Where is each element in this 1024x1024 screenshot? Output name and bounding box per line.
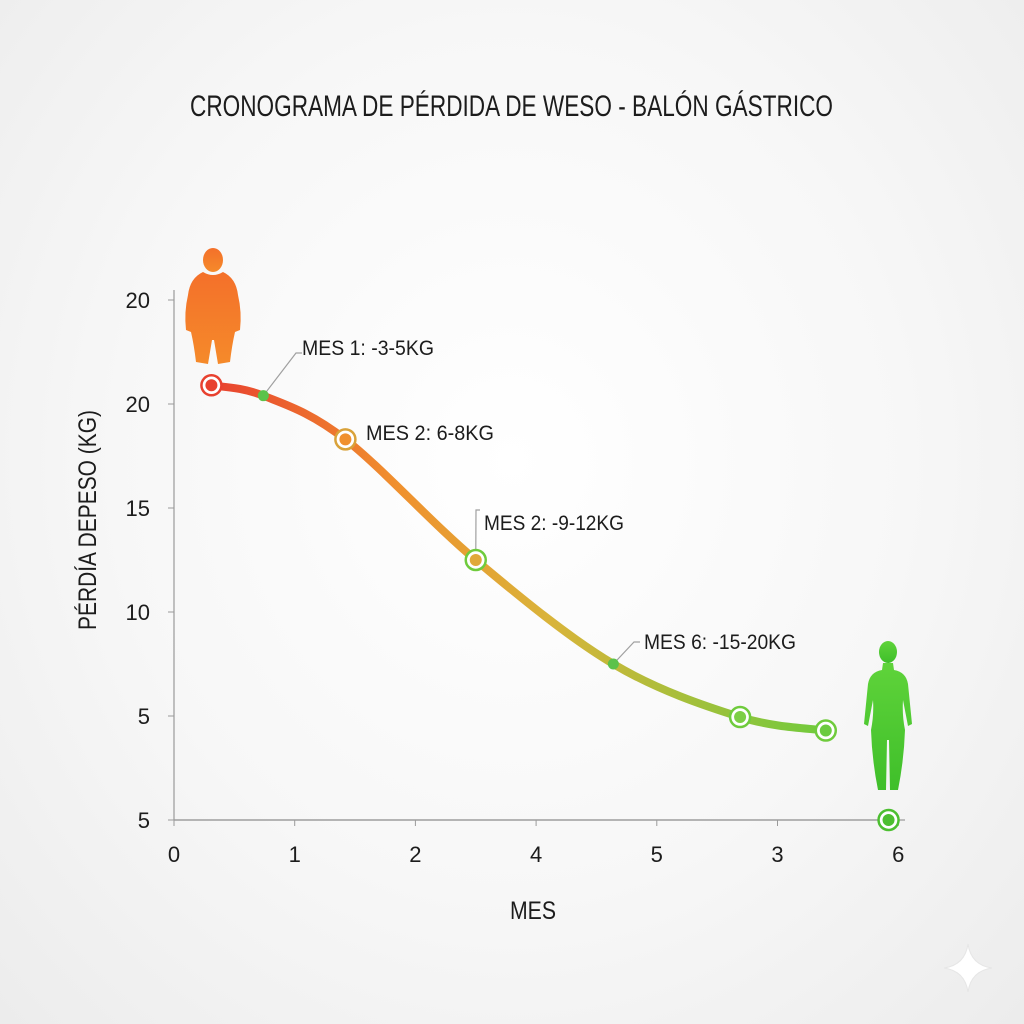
data-point <box>814 719 838 742</box>
x-tick-label: 4 <box>530 842 542 867</box>
data-point-dot <box>469 554 482 566</box>
slim-person-figure-icon <box>864 641 912 790</box>
data-point-dot <box>257 390 269 402</box>
annotation-leader-line <box>475 509 480 561</box>
annotation-label: MES 6: -15-20KG <box>644 631 796 654</box>
data-point-dot <box>339 433 352 446</box>
data-point <box>200 374 223 397</box>
data-point-dot <box>205 379 218 392</box>
data-point-dot <box>819 724 832 737</box>
y-tick-label: 20 <box>126 288 150 313</box>
x-tick-label: 3 <box>771 842 783 867</box>
annotation-label: MES 1: -3-5KG <box>302 337 434 360</box>
annotation-leaders <box>262 352 640 665</box>
obese-person-figure-icon <box>185 248 241 364</box>
data-point <box>257 390 269 402</box>
annotation-leader-line <box>612 641 640 665</box>
data-point <box>334 428 357 451</box>
y-ticks: 5 5 10 15 20 20 <box>126 288 174 833</box>
data-point-dot <box>882 814 895 826</box>
data-point <box>607 658 619 670</box>
y-tick-label: 20 <box>126 392 150 417</box>
annotation-leader-line <box>262 352 302 397</box>
y-axis-label: PÉRDÍA DEPESO (KG) <box>73 410 102 630</box>
x-tick-label: 0 <box>168 842 180 867</box>
x-axis-label: MES <box>510 897 556 925</box>
data-point <box>464 548 487 572</box>
data-point-dot <box>607 658 619 670</box>
y-tick-label: 5 <box>138 704 150 729</box>
chart-title: CRONOGRAMA DE PÉRDIDA DE WESO - BALÓN GÁ… <box>190 90 833 123</box>
x-tick-label: 5 <box>651 842 663 867</box>
data-point <box>728 705 752 729</box>
series-line <box>207 381 830 735</box>
data-point-dot <box>734 711 747 724</box>
x-tick-label: 2 <box>409 842 421 867</box>
y-tick-label: 5 <box>138 808 150 833</box>
x-tick-label: 1 <box>289 842 301 867</box>
y-tick-label: 10 <box>126 600 150 625</box>
y-tick-label: 15 <box>126 496 150 521</box>
x-ticks: 0 1 2 4 5 3 6 <box>168 820 904 867</box>
annotation-label: MES 2: 6-8KG <box>366 422 494 445</box>
sparkle-icon <box>943 943 993 993</box>
annotation-label: MES 2: -9-12KG <box>484 512 624 535</box>
x-tick-label: 6 <box>892 842 904 867</box>
data-point <box>877 808 900 832</box>
